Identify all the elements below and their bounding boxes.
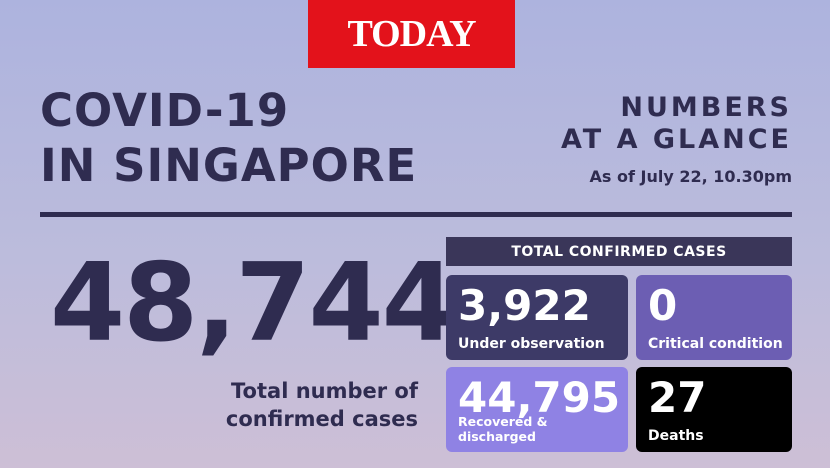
total-value: 48,744 [50, 241, 457, 366]
total-label: Total number of [231, 379, 418, 403]
title: COVID-19 [40, 84, 290, 137]
stat-value: 3,922 [458, 281, 591, 330]
panel-header: TOTAL CONFIRMED CASES [446, 237, 792, 266]
stat-value: 0 [648, 281, 678, 330]
stat-label: Deaths [648, 428, 704, 444]
stat-label: Recovered & discharged [458, 414, 548, 444]
date: As of July 22, 10.30pm [589, 167, 792, 186]
stat-label: Critical condition [648, 336, 783, 352]
stat-value: 44,795 [458, 373, 621, 422]
total-label: confirmed cases [225, 407, 418, 431]
stat-box: 3,922 Under observation [446, 275, 628, 360]
heading: AT A GLANCE [560, 124, 792, 155]
stat-value: 27 [648, 373, 707, 422]
divider [40, 212, 792, 217]
stat-box: 44,795 Recovered & discharged [446, 367, 628, 452]
stat-label: Under observation [458, 336, 605, 352]
stat-box: 27 Deaths [636, 367, 792, 452]
title: IN SINGAPORE [40, 139, 418, 192]
heading: NUMBERS [620, 92, 792, 123]
logo: TODAY [308, 0, 515, 68]
stat-box: 0 Critical condition [636, 275, 792, 360]
